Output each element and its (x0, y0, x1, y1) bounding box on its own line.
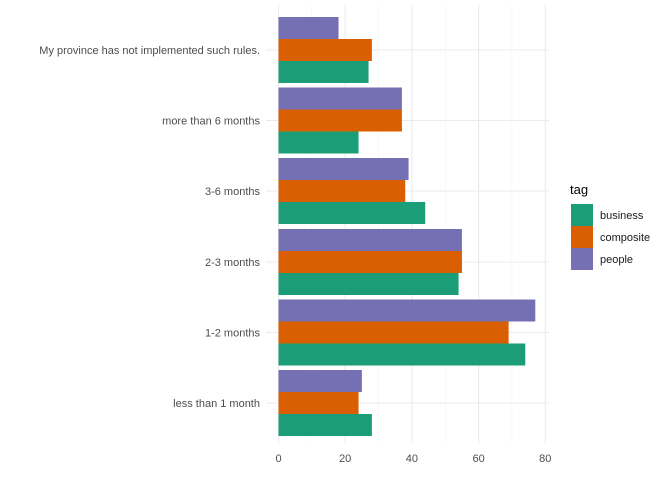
legend-label: composite (600, 232, 650, 244)
bar-business (278, 414, 372, 436)
legend-key-business (571, 204, 593, 226)
legend-label: business (600, 210, 644, 222)
x-tick-label: 0 (275, 453, 281, 465)
bar-business (278, 131, 359, 154)
bar-business (278, 273, 459, 295)
legend: tag business composite people (570, 182, 650, 270)
bar-people (278, 87, 402, 110)
x-tick-label: 20 (339, 453, 351, 465)
bar-people (278, 299, 536, 322)
bar-composite (278, 321, 509, 344)
y-tick-label: 1-2 months (205, 328, 261, 340)
bar-composite (278, 109, 402, 132)
y-tick-label: less than 1 month (173, 398, 260, 410)
legend-label: people (600, 254, 633, 266)
bars (278, 17, 536, 436)
legend-title: tag (570, 182, 588, 197)
bar-composite (278, 180, 406, 202)
bar-people (278, 229, 462, 251)
bar-composite (278, 392, 359, 414)
x-axis-labels: 0 20 40 60 80 (275, 453, 551, 465)
y-tick-label: more than 6 months (162, 116, 260, 128)
y-tick-label: 2-3 months (205, 257, 261, 269)
y-tick-label: My province has not implemented such rul… (39, 45, 260, 57)
legend-key-people (571, 248, 593, 270)
bar-composite (278, 39, 372, 61)
bar-business (278, 202, 426, 224)
y-axis-labels: My province has not implemented such rul… (39, 45, 260, 410)
legend-key-composite (571, 226, 593, 248)
bar-people (278, 158, 409, 180)
x-tick-label: 60 (472, 453, 484, 465)
bar-composite (278, 251, 462, 273)
legend-items: business composite people (571, 204, 650, 270)
y-tick-label: 3-6 months (205, 186, 261, 198)
x-tick-label: 40 (406, 453, 418, 465)
bar-people (278, 370, 362, 392)
bar-business (278, 343, 526, 366)
bar-business (278, 61, 369, 83)
bar-people (278, 17, 339, 39)
x-tick-label: 80 (539, 453, 551, 465)
